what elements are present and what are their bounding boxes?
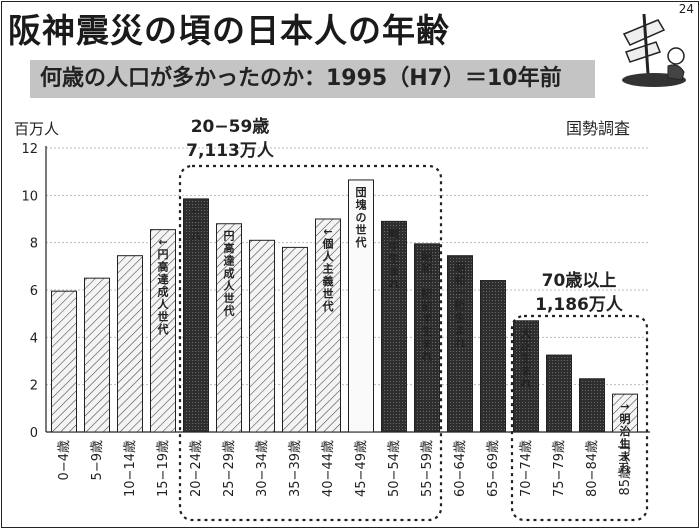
bar (249, 239, 275, 433)
y-tick-label: 8 (30, 237, 38, 252)
x-tick-label: 35−39歳 (288, 440, 303, 497)
bar-annotation: 昭和一桁生まれ (455, 262, 466, 350)
group-total: 7,113万人 (186, 141, 275, 161)
bar-annotation: 昭和一桁前半生まれ (422, 250, 433, 363)
group-box (510, 314, 649, 522)
bars: ←円高達成人世代 ←二八円高達成人世代 ←個人主義世代 団塊の世代戦中生まれ 昭和一桁前… (51, 179, 638, 476)
bar (348, 179, 374, 433)
bar-annotation: ←円高達成人世代 (157, 236, 170, 337)
x-tick-label: 80−84歳 (585, 440, 600, 497)
x-tick-label: 60−64歳 (453, 440, 468, 497)
source-label: 国勢調査 (566, 119, 630, 138)
bar (51, 290, 77, 433)
bar (84, 277, 110, 433)
x-tick-label: 20−24歳 (189, 440, 204, 497)
bar (381, 220, 407, 433)
bar (117, 255, 143, 433)
group-total: 1,186万人 (535, 295, 624, 315)
y-tick-label: 6 (30, 284, 38, 299)
group-boxes: 20−59歳 7,113万人 70歳以上 1,186万人 (178, 116, 649, 522)
y-tick-label: 10 (21, 189, 38, 204)
x-tick-label: 15−19歳 (156, 440, 171, 497)
x-tick-label: 70−74歳 (519, 440, 534, 497)
bar (579, 378, 605, 433)
bar-annotation: ←二八 (190, 205, 203, 243)
bar-annotation: 円高達成人世代 (223, 230, 236, 318)
subtitle-banner: 何歳の人口が多かったのか：1995（H7）＝10年前 (30, 60, 595, 98)
group-label: 20−59歳 (191, 116, 270, 137)
group-label: 70歳以上 (542, 270, 617, 291)
bar (183, 198, 209, 433)
y-tick-label: 12 (21, 142, 38, 157)
bar-annotation: 団塊の世代 (355, 185, 367, 249)
x-tick-label: 5−9歳 (90, 440, 105, 480)
bar-annotation: ←個人主義世代 (322, 225, 335, 313)
bar (315, 218, 341, 433)
x-tick-label: 75−79歳 (552, 440, 567, 497)
bar-annotation: 大正生まれ (521, 326, 532, 390)
bar (414, 243, 440, 433)
bar (150, 229, 176, 433)
bar (513, 320, 539, 433)
x-tick-label: 30−34歳 (255, 440, 270, 497)
bar (282, 246, 308, 433)
x-tick-label: 55−59歳 (420, 440, 435, 497)
y-axis-label: 百万人 (14, 120, 59, 138)
bar (546, 354, 572, 433)
x-tick-label: 40−44歳 (321, 440, 336, 497)
y-tick-label: 2 (30, 379, 38, 394)
x-axis-ticks: 0−4歳 5−9歳 10−14歳 15−19歳 20−24歳 25−29歳 30−34歳 35… (57, 440, 633, 497)
bar (216, 223, 242, 433)
y-axis-ticks: 0 2 4 6 8 10 12 (21, 142, 38, 441)
x-tick-label: 65−69歳 (486, 440, 501, 497)
x-tick-label: 85歳以上 (618, 440, 633, 496)
x-tick-label: 45−49歳 (354, 440, 369, 497)
x-tick-label: 50−54歳 (387, 440, 402, 497)
bar (447, 255, 473, 433)
x-tick-label: 0−4歳 (57, 440, 72, 480)
y-tick-label: 0 (30, 426, 38, 441)
page-number: 24 (678, 2, 694, 16)
y-tick-label: 4 (30, 331, 38, 346)
group-box (178, 164, 443, 522)
bar (612, 393, 638, 433)
bar-annotation: →明治生まれ (620, 400, 631, 476)
page-title: 阪神震災の頃の日本人の年齢 (8, 11, 450, 50)
x-tick-label: 25−29歳 (222, 440, 237, 497)
bar (480, 280, 506, 433)
character-illustration (622, 14, 686, 87)
x-tick-label: 10−14歳 (123, 440, 138, 497)
bar-annotation: 戦中生まれ (389, 226, 401, 290)
